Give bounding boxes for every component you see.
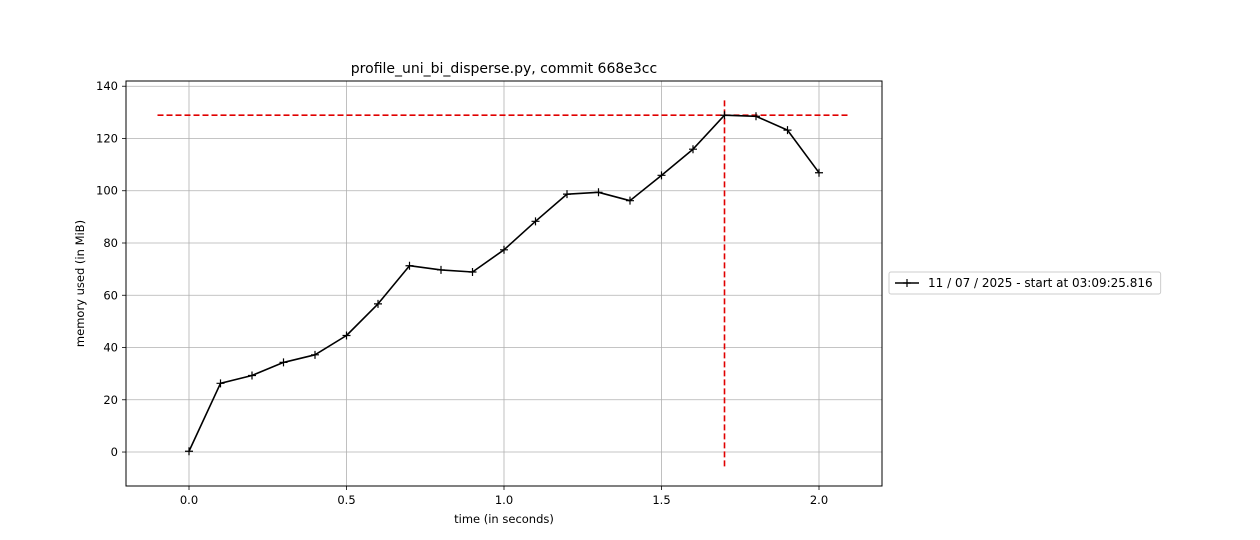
- data-markers: [185, 111, 823, 456]
- data-point-marker: [500, 245, 508, 254]
- data-point-marker: [311, 350, 319, 359]
- data-point-marker: [626, 196, 634, 205]
- legend-box: [888, 271, 1162, 295]
- data-point-marker: [720, 111, 729, 120]
- data-point-marker: [531, 217, 540, 226]
- y-tick-label: 40: [103, 341, 118, 355]
- data-point-marker: [563, 190, 571, 199]
- y-tick-label: 0: [111, 445, 118, 459]
- data-point-marker: [783, 126, 792, 135]
- x-tick-label: 0.0: [180, 493, 198, 507]
- y-tick-label: 60: [103, 288, 118, 302]
- data-point-marker: [342, 331, 351, 340]
- y-tick-label: 100: [96, 184, 118, 198]
- grid-lines: [126, 81, 882, 486]
- y-tick-label: 120: [96, 131, 118, 145]
- x-axis-title: time (in seconds): [454, 512, 554, 526]
- data-point-marker: [279, 358, 288, 367]
- data-point-marker: [689, 145, 697, 154]
- data-point-marker: [752, 112, 760, 121]
- y-axis-title: memory used (in MiB): [73, 220, 87, 347]
- x-tick-label: 0.5: [337, 493, 355, 507]
- chart-title: profile_uni_bi_disperse.py, commit 668e3…: [351, 61, 657, 77]
- legend-entry-label: 11 / 07 / 2025 - start at 03:09:25.816: [928, 276, 1153, 290]
- x-tick-label: 1.0: [495, 493, 513, 507]
- data-point-marker: [374, 299, 382, 308]
- legend-marker-swatch: [903, 279, 911, 287]
- data-point-marker: [437, 265, 445, 274]
- data-point-marker: [216, 379, 225, 388]
- x-tick-label: 2.0: [810, 493, 828, 507]
- data-point-marker: [468, 268, 477, 277]
- legend: 11 / 07 / 2025 - start at 03:09:25.816: [888, 271, 1162, 295]
- x-tick-label: 1.5: [652, 493, 670, 507]
- data-point-marker: [815, 168, 823, 177]
- data-point-marker: [405, 261, 414, 270]
- axis-ticks: 0.0 0.5 1.0 1.5 2.0 0 20 40 60 80 100 120 140: [96, 79, 828, 507]
- data-point-marker: [185, 447, 193, 456]
- y-tick-label: 20: [103, 393, 118, 407]
- data-point-marker: [594, 188, 603, 197]
- y-tick-label: 140: [96, 79, 118, 93]
- data-point-marker: [657, 171, 666, 180]
- y-tick-label: 80: [103, 236, 118, 250]
- data-point-marker: [248, 371, 256, 380]
